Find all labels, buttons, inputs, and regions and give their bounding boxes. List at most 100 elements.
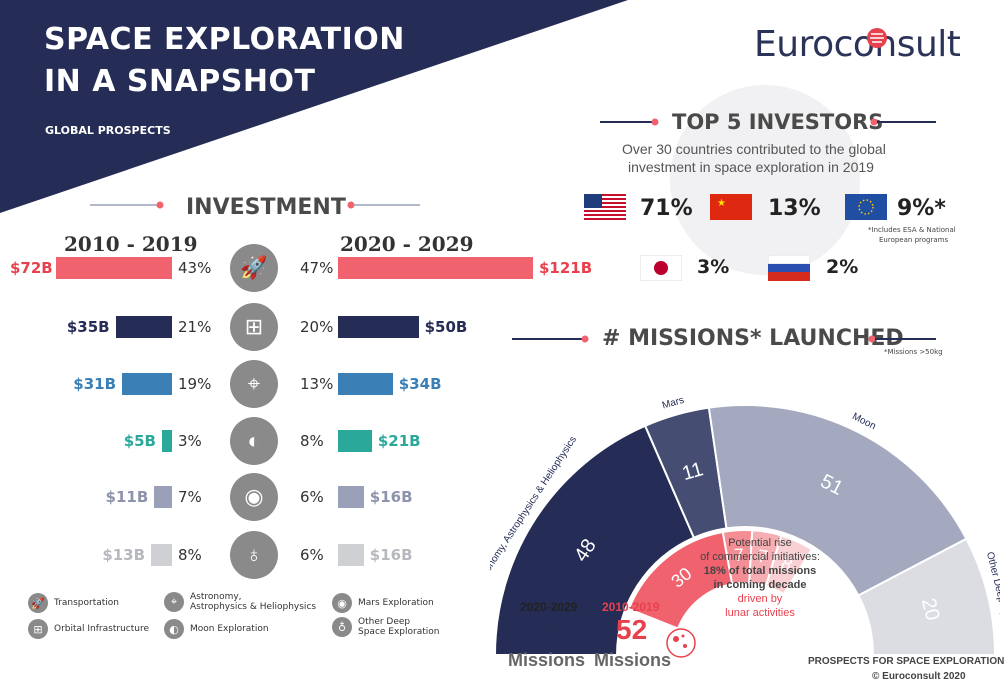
page-title-line2: IN A SNAPSHOT — [44, 64, 316, 99]
amount-2010-2019: $13B — [102, 546, 146, 564]
pct-2010-2019: 7% — [178, 488, 202, 506]
missions-b-label: Missions — [594, 650, 672, 670]
russia-flag-icon — [768, 255, 810, 281]
eu-flag-icon — [845, 194, 887, 220]
bar-2010-2019 — [162, 430, 172, 452]
logo-mark-icon — [867, 28, 887, 48]
pct-2020-2029: 20% — [300, 318, 334, 336]
china-flag-icon: ★ — [710, 194, 752, 220]
legend-transportation: 🚀 Transportation — [28, 593, 119, 613]
period-b-label: 2010-2019 — [602, 600, 660, 614]
legend-moon: ◐ Moon Exploration — [164, 619, 269, 639]
bar-2020-2029 — [338, 257, 533, 279]
investor-russia-pct: 2% — [826, 256, 859, 278]
investors-rule-right — [870, 118, 936, 126]
investor-japan-pct: 3% — [697, 256, 730, 278]
mars-icon: ◉ — [230, 473, 278, 521]
amount-2020-2029: $16B — [369, 488, 413, 506]
missions-rule-right — [868, 335, 936, 343]
japan-flag-icon — [640, 255, 682, 281]
euroconsult-logo: Euroconsult — [754, 24, 961, 65]
investor-china-pct: 13% — [768, 196, 821, 221]
amount-2020-2029: $21B — [377, 432, 421, 450]
globe-background — [670, 85, 860, 275]
amount-2010-2019: $5B — [123, 432, 156, 450]
amount-2010-2019: $35B — [66, 318, 110, 336]
planet-icon: ♁ — [332, 617, 352, 637]
page-subtitle: GLOBAL PROSPECTS — [45, 124, 171, 137]
footer-line1: PROSPECTS FOR SPACE EXPLORATION — [808, 656, 1005, 667]
bar-2010-2019 — [55, 257, 172, 279]
investment-rule-right — [347, 201, 420, 209]
pct-2020-2029: 47% — [300, 259, 334, 277]
amount-2020-2029: $16B — [369, 546, 413, 564]
inner-value-1: 7 — [733, 545, 744, 566]
commercial-note: Potential rise of commercial initiatives… — [700, 537, 820, 619]
outer-segment-2 — [707, 404, 968, 597]
amount-2010-2019: $72B — [10, 259, 53, 277]
usa-flag-icon — [584, 194, 626, 220]
outer-label-1: Mars — [661, 395, 685, 412]
missions-title: # MISSIONS* LAUNCHED — [602, 326, 904, 351]
legend-astronomy: ⌖ Astronomy, Astrophysics & Heliophysics — [164, 592, 316, 612]
svg-text:★: ★ — [717, 198, 726, 209]
amount-2020-2029: $121B — [539, 259, 593, 277]
legend-mars: ◉ Mars Exploration — [332, 593, 434, 613]
investors-subtitle-line1: Over 30 countries contributed to the glo… — [622, 141, 886, 157]
amount-2020-2029: $50B — [424, 318, 468, 336]
bar-2010-2019 — [122, 373, 172, 395]
legend-orbital: ⊞ Orbital Infrastructure — [28, 619, 149, 639]
total-missions-b: 52 — [616, 614, 648, 645]
investors-footnote-line2: European programs — [879, 236, 949, 244]
rocket-icon: 🚀 — [230, 244, 278, 292]
missions-a-label: Missions — [508, 650, 586, 670]
outer-value-3: 20 — [917, 596, 944, 623]
pct-2010-2019: 8% — [178, 546, 202, 564]
telescope-icon: ⌖ — [164, 592, 184, 612]
investment-rule-left — [90, 201, 164, 209]
missions-footnote: *Missions >50kg — [884, 348, 943, 356]
moon-icon: ◐ — [164, 619, 184, 639]
bar-2010-2019 — [154, 486, 172, 508]
bar-2020-2029 — [338, 430, 372, 452]
pct-2020-2029: 6% — [300, 546, 324, 564]
moon-crater-icon — [666, 628, 696, 658]
pct-2020-2029: 8% — [300, 432, 324, 450]
bar-2020-2029 — [338, 544, 364, 566]
amount-2010-2019: $31B — [73, 375, 117, 393]
total-missions-a: 130 — [522, 614, 569, 645]
space-station-icon: ⊞ — [28, 619, 48, 639]
investor-usa-pct: 71% — [640, 196, 693, 221]
bar-2020-2029 — [338, 316, 419, 338]
investors-title: TOP 5 INVESTORS — [672, 110, 884, 134]
investors-rule-left — [600, 118, 659, 126]
bar-2010-2019 — [151, 544, 172, 566]
investors-footnote-line1: *Includes ESA & National — [868, 226, 956, 234]
investor-europe-pct: 9%* — [897, 196, 946, 221]
period-right: 2020 - 2029 — [340, 232, 474, 256]
moon-icon: ◐ — [230, 417, 278, 465]
pct-2010-2019: 43% — [178, 259, 212, 277]
pct-2020-2029: 6% — [300, 488, 324, 506]
pct-2010-2019: 3% — [178, 432, 202, 450]
inner-value-2: 7 — [756, 546, 769, 567]
header-banner — [0, 0, 628, 213]
pct-2010-2019: 21% — [178, 318, 212, 336]
bar-2020-2029 — [338, 373, 393, 395]
investors-subtitle-line2: investment in space exploration in 2019 — [628, 159, 874, 175]
telescope-icon: ⌖ — [230, 360, 278, 408]
bar-2010-2019 — [115, 316, 172, 338]
mars-icon: ◉ — [332, 593, 352, 613]
amount-2010-2019: $11B — [105, 488, 149, 506]
period-left: 2010 - 2019 — [64, 232, 198, 256]
pct-2020-2029: 13% — [300, 375, 334, 393]
outer-segment-3 — [856, 537, 997, 656]
missions-rule-left — [512, 335, 589, 343]
pct-2010-2019: 19% — [178, 375, 212, 393]
rocket-icon: 🚀 — [28, 593, 48, 613]
inner-segment-3 — [764, 534, 814, 596]
bar-2020-2029 — [338, 486, 364, 508]
page-title-line1: SPACE EXPLORATION — [44, 22, 405, 57]
legend-other: ♁ Other Deep Space Exploration — [332, 617, 439, 637]
